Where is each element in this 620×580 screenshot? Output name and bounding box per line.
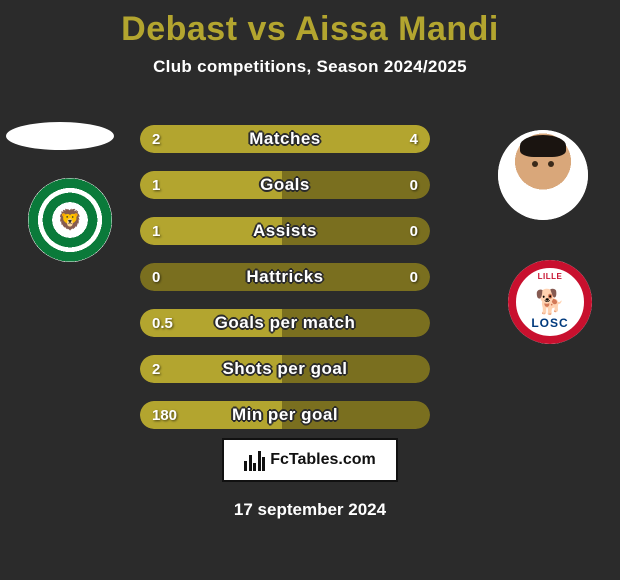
subtitle: Club competitions, Season 2024/2025 — [0, 57, 620, 77]
player2-name: Aissa Mandi — [295, 10, 499, 48]
stat-value-right: 0 — [410, 263, 418, 291]
stat-row: Min per goal180 — [140, 401, 430, 429]
stat-value-left: 2 — [152, 125, 160, 153]
stat-value-left: 0.5 — [152, 309, 173, 337]
stat-label: Hattricks — [140, 263, 430, 291]
stat-row: Shots per goal2 — [140, 355, 430, 383]
stat-row: Goals per match0.5 — [140, 309, 430, 337]
stat-label: Shots per goal — [140, 355, 430, 383]
player2-avatar — [498, 130, 588, 220]
player2-face-placeholder — [498, 130, 588, 220]
stat-value-left: 2 — [152, 355, 160, 383]
stat-label: Assists — [140, 217, 430, 245]
stat-value-left: 0 — [152, 263, 160, 291]
stat-value-left: 1 — [152, 217, 160, 245]
stat-label: Min per goal — [140, 401, 430, 429]
lion-icon: 🦁 — [58, 208, 83, 233]
stat-row: Hattricks0 0 — [140, 263, 430, 291]
stat-row: Assists1 0 — [140, 217, 430, 245]
stat-row: Matches2 4 — [140, 125, 430, 153]
dog-icon: 🐕 — [535, 288, 565, 317]
stat-row: Goals1 0 — [140, 171, 430, 199]
player1-name: Debast — [121, 10, 237, 48]
losc-top-text: LILLE — [538, 272, 563, 281]
footer-date: 17 september 2024 — [0, 500, 620, 520]
losc-badge-ring: LILLE 🐕 LOSC — [508, 260, 592, 344]
stat-label: Goals — [140, 171, 430, 199]
page-title: Debast vs Aissa Mandi — [0, 0, 620, 49]
club2-badge: LILLE 🐕 LOSC — [508, 260, 592, 344]
stat-value-left: 180 — [152, 401, 177, 429]
player1-avatar — [6, 122, 114, 150]
stat-value-left: 1 — [152, 171, 160, 199]
fctables-logo[interactable]: FcTables.com — [222, 438, 398, 482]
title-separator: vs — [238, 10, 295, 48]
stat-label: Goals per match — [140, 309, 430, 337]
fctables-text: FcTables.com — [270, 451, 376, 469]
losc-bot-text: LOSC — [531, 316, 568, 330]
stat-label: Matches — [140, 125, 430, 153]
stats-bars: Matches24Goals10Assists10Hattricks00Goal… — [140, 125, 430, 447]
stat-value-right: 0 — [410, 217, 418, 245]
bar-chart-icon — [244, 449, 266, 471]
scp-badge-ring: 🦁 — [28, 178, 112, 262]
stat-value-right: 4 — [410, 125, 418, 153]
club1-badge: 🦁 — [28, 178, 112, 262]
stat-value-right: 0 — [410, 171, 418, 199]
